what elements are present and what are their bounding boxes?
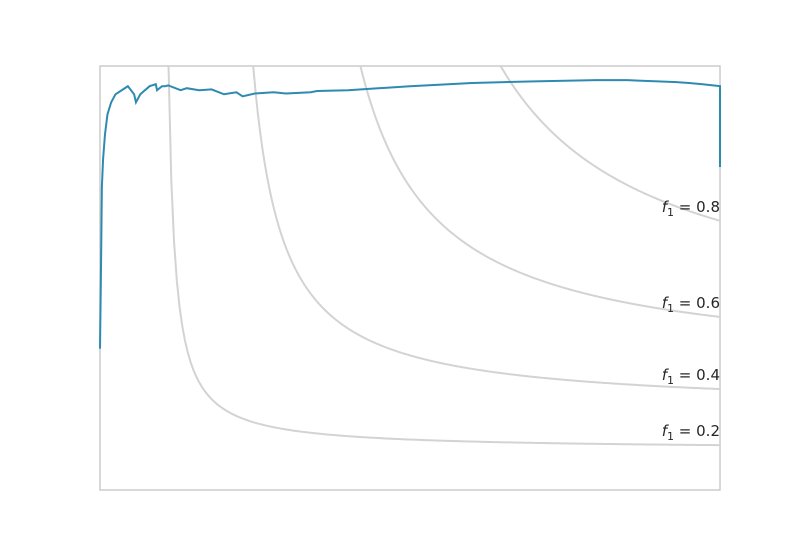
iso-f1-label-0-6: f1 = 0.6 xyxy=(662,294,720,315)
iso-f1-label-0-4: f1 = 0.4 xyxy=(662,366,720,387)
iso-f1-label-0-2: f1 = 0.2 xyxy=(662,422,720,443)
pr-curve-line-0 xyxy=(99,79,721,349)
iso-f1-curve-0-4 xyxy=(252,65,721,391)
precision-recall-series xyxy=(99,79,721,349)
plot-area-frame xyxy=(99,65,721,491)
iso-f1-curves xyxy=(167,65,721,447)
iso-f1-curve-0-8 xyxy=(499,65,721,222)
iso-f1-curve-0-6 xyxy=(359,65,721,318)
iso-f1-label-0-8: f1 = 0.8 xyxy=(662,198,720,219)
iso-f1-labels: f1 = 0.2 f1 = 0.4 f1 = 0.6 f1 = 0.8 xyxy=(662,198,720,443)
iso-f1-curve-0-2 xyxy=(167,65,721,447)
